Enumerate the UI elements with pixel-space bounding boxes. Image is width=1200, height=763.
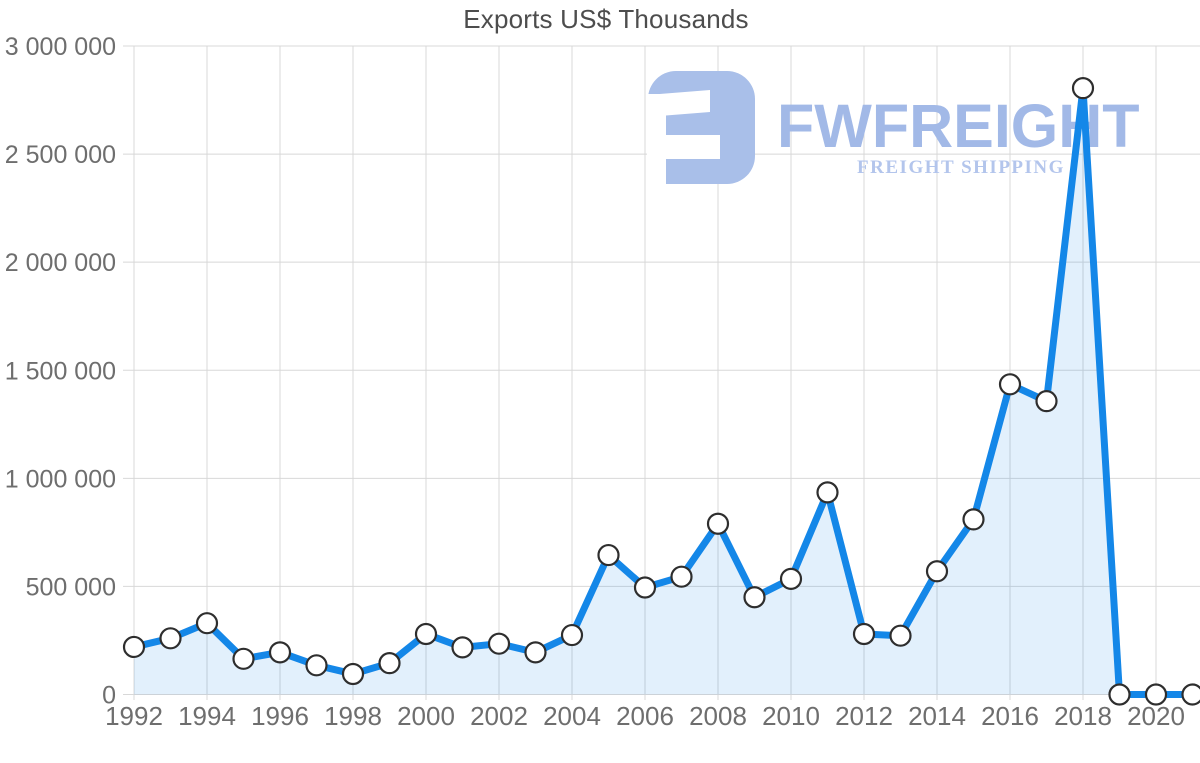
data-point[interactable] xyxy=(414,622,438,646)
data-point[interactable] xyxy=(925,560,949,583)
y-axis-labels: 0 500 000 1 000 000 1 500 000 2 000 000 2 500… xyxy=(5,33,116,710)
x-tick-label: 1998 xyxy=(324,701,382,731)
x-tick-label: 2004 xyxy=(543,701,601,731)
data-point[interactable] xyxy=(232,647,255,670)
x-tick-label: 2016 xyxy=(981,701,1039,731)
x-tick-label: 2020 xyxy=(1127,701,1185,731)
data-point[interactable] xyxy=(743,586,766,609)
data-point[interactable] xyxy=(633,576,657,599)
data-point[interactable] xyxy=(195,612,219,635)
x-axis-labels: 1992 1994 1996 1998 2000 2002 2004 2006 2008 2010… xyxy=(105,701,1185,731)
data-point[interactable] xyxy=(451,636,474,659)
y-tick-label: 1 500 000 xyxy=(5,357,116,385)
x-tick-label: 2002 xyxy=(470,701,528,731)
x-tick-label: 2006 xyxy=(616,701,674,731)
x-tick-label: 1996 xyxy=(251,701,309,731)
y-tick-label: 1 000 000 xyxy=(5,465,116,493)
fwfreight-logo-icon xyxy=(647,71,755,185)
logo-icon-cutout-middle xyxy=(647,135,720,159)
data-point[interactable] xyxy=(487,632,511,655)
data-point[interactable] xyxy=(122,635,146,659)
data-point[interactable] xyxy=(670,565,693,588)
logo-icon-cutout-top xyxy=(647,90,710,117)
data-points xyxy=(122,77,1200,706)
x-tick-label: 2010 xyxy=(762,701,820,731)
y-tick-label: 2 000 000 xyxy=(5,249,116,277)
gridlines xyxy=(123,45,1200,700)
chart-title: Exports US$ Thousands xyxy=(463,4,749,34)
x-tick-label: 1994 xyxy=(178,701,236,731)
data-point[interactable] xyxy=(341,662,365,686)
data-point[interactable] xyxy=(1144,683,1168,706)
data-point[interactable] xyxy=(706,512,730,535)
data-point[interactable] xyxy=(1071,77,1095,100)
data-point[interactable] xyxy=(1181,683,1200,706)
data-point[interactable] xyxy=(378,652,401,675)
data-point[interactable] xyxy=(560,623,584,647)
data-point[interactable] xyxy=(597,543,620,567)
x-tick-label: 2014 xyxy=(908,701,966,731)
data-point[interactable] xyxy=(779,567,803,590)
x-tick-label: 2018 xyxy=(1054,701,1112,731)
data-point[interactable] xyxy=(816,481,839,504)
data-point[interactable] xyxy=(268,641,292,664)
data-point[interactable] xyxy=(852,622,876,646)
data-point[interactable] xyxy=(998,373,1022,396)
data-point[interactable] xyxy=(1035,390,1058,413)
y-tick-label: 3 000 000 xyxy=(5,33,116,61)
data-point[interactable] xyxy=(524,641,547,664)
data-point[interactable] xyxy=(159,627,182,650)
x-tick-label: 1992 xyxy=(105,701,163,731)
watermark-tagline: FREIGHT SHIPPING xyxy=(857,157,1065,178)
x-tick-label: 2008 xyxy=(689,701,747,731)
y-tick-label: 0 xyxy=(102,682,116,710)
y-tick-label: 2 500 000 xyxy=(5,141,116,169)
area-fill xyxy=(134,88,1193,695)
data-point[interactable] xyxy=(1108,683,1131,706)
data-point[interactable] xyxy=(962,508,985,531)
data-point[interactable] xyxy=(889,624,912,647)
y-tick-label: 500 000 xyxy=(26,573,116,601)
x-tick-label: 2012 xyxy=(835,701,893,731)
watermark: FWFREIGHT FREIGHT SHIPPING xyxy=(647,71,1140,185)
x-tick-label: 2000 xyxy=(397,701,455,731)
data-point[interactable] xyxy=(305,654,328,677)
